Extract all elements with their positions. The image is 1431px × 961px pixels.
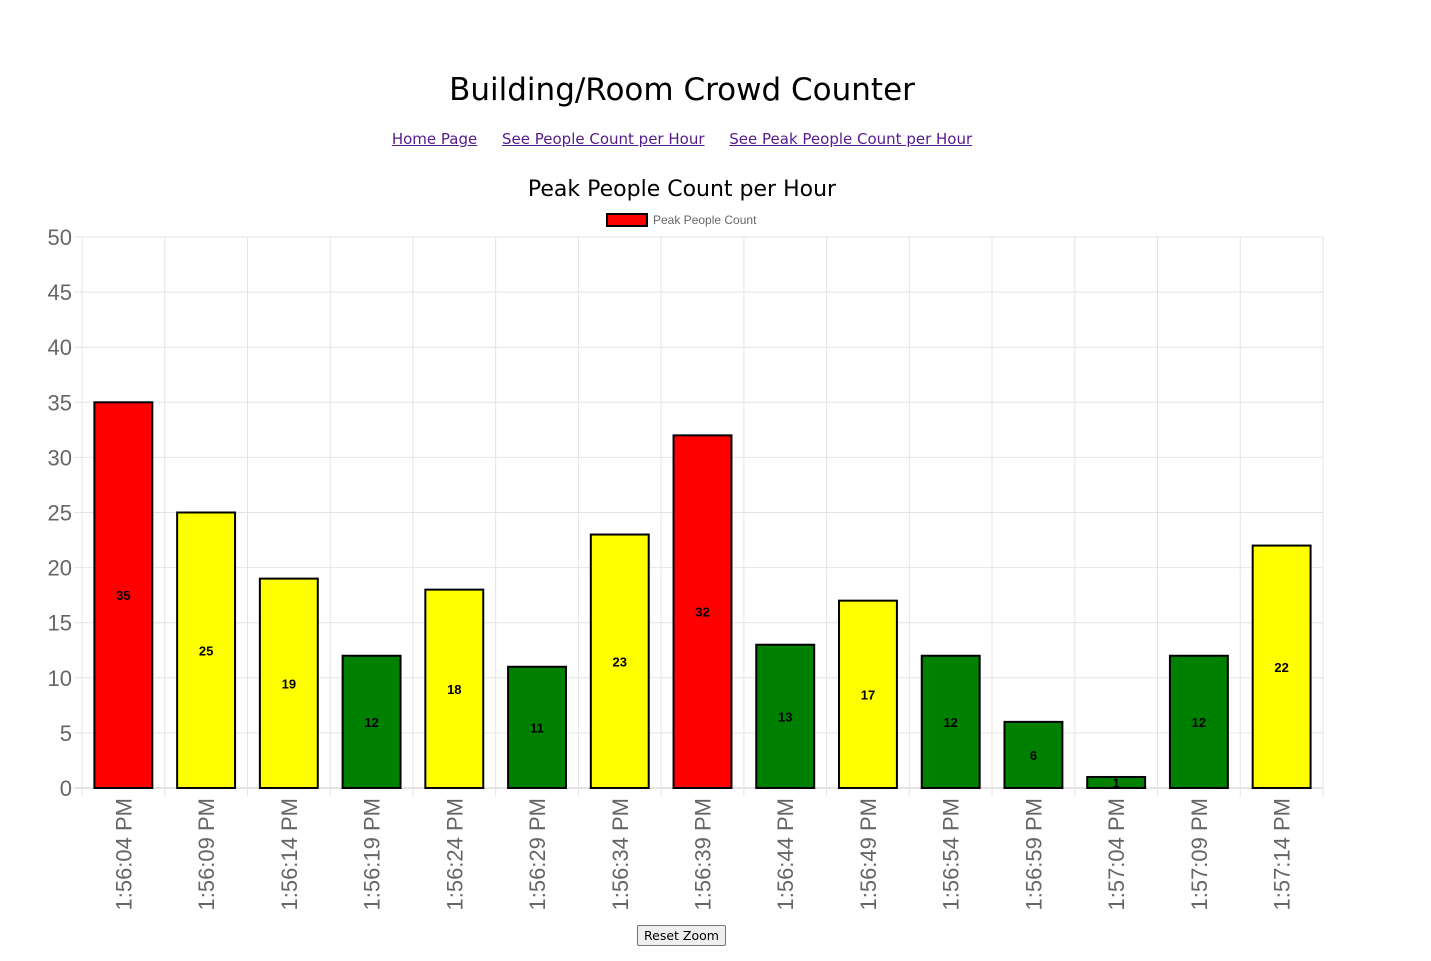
x-tick-label: 1:56:54 PM <box>939 798 964 911</box>
y-tick-label: 0 <box>60 776 72 801</box>
bar-value-label: 19 <box>282 676 296 691</box>
bar-value-label: 32 <box>695 605 709 620</box>
bar-value-label: 1 <box>1113 775 1120 790</box>
y-axis: 0 5 10 15 20 25 30 35 40 45 50 <box>48 225 72 801</box>
y-tick-label: 10 <box>48 666 72 691</box>
x-tick-label: 1:56:14 PM <box>277 798 302 911</box>
y-tick-label: 30 <box>48 445 72 470</box>
bar[interactable] <box>672 434 733 790</box>
chart-bars: 35 25 19 12 18 11 23 32 13 17 12 6 1 12 22 <box>93 401 1312 790</box>
bar-value-label: 12 <box>1192 715 1206 730</box>
y-tick-label: 15 <box>48 611 72 636</box>
y-tick-label: 50 <box>48 225 72 250</box>
bar-value-label: 17 <box>861 687 875 702</box>
bar[interactable] <box>507 665 567 789</box>
x-tick-label: 1:56:34 PM <box>608 798 633 911</box>
x-tick-label: 1:56:19 PM <box>360 798 385 911</box>
y-tick-label: 5 <box>60 721 72 746</box>
bar-value-label: 25 <box>199 643 213 658</box>
y-tick-label: 20 <box>48 556 72 581</box>
bar[interactable] <box>1168 654 1229 790</box>
bar[interactable] <box>838 599 898 789</box>
bar[interactable] <box>589 533 650 790</box>
bar[interactable] <box>1251 544 1312 789</box>
bar[interactable] <box>755 643 816 789</box>
bar[interactable] <box>176 511 237 789</box>
chart-legend[interactable]: Peak People Count <box>606 213 757 227</box>
x-tick-label: 1:56:49 PM <box>856 798 881 911</box>
x-axis: 1:56:04 PM 1:56:09 PM 1:56:14 PM 1:56:19 PM… <box>111 798 1294 911</box>
legend-label: Peak People Count <box>653 213 757 227</box>
legend-swatch <box>606 213 648 227</box>
x-tick-label: 1:56:59 PM <box>1021 798 1046 911</box>
bar[interactable] <box>93 401 154 790</box>
x-tick-label: 1:56:29 PM <box>525 798 550 911</box>
bar-value-label: 11 <box>530 720 544 735</box>
nav-link-people-count-per-hour[interactable]: See People Count per Hour <box>502 130 705 148</box>
x-tick-label: 1:56:09 PM <box>194 798 219 911</box>
y-tick-label: 45 <box>48 280 72 305</box>
chart-grid <box>74 236 1324 796</box>
bar[interactable] <box>258 577 319 789</box>
bar-value-label: 12 <box>943 715 957 730</box>
bar[interactable] <box>341 654 402 790</box>
x-tick-label: 1:56:39 PM <box>691 798 716 911</box>
x-tick-label: 1:57:14 PM <box>1270 798 1295 911</box>
y-tick-label: 25 <box>48 501 72 526</box>
x-tick-label: 1:57:04 PM <box>1104 798 1129 911</box>
bar[interactable] <box>1086 775 1147 789</box>
bar[interactable] <box>1003 720 1064 790</box>
bar-value-label: 12 <box>364 715 378 730</box>
nav-bar: Home Page See People Count per Hour See … <box>0 130 1364 148</box>
y-tick-label: 35 <box>48 390 72 415</box>
bar-value-label: 13 <box>778 709 792 724</box>
nav-link-home[interactable]: Home Page <box>391 130 478 148</box>
bar-value-label: 6 <box>1030 748 1037 763</box>
x-tick-label: 1:57:09 PM <box>1187 798 1212 911</box>
x-tick-label: 1:56:44 PM <box>773 798 798 911</box>
chart-title: Peak People Count per Hour <box>527 177 837 202</box>
bar-value-label: 35 <box>116 588 130 603</box>
page-title: Building/Room Crowd Counter <box>449 72 915 108</box>
bar-value-label: 18 <box>447 682 461 697</box>
x-tick-label: 1:56:24 PM <box>442 798 467 911</box>
nav-link-peak-people-count-per-hour[interactable]: See Peak People Count per Hour <box>729 130 973 148</box>
bar-value-label: 23 <box>613 654 627 669</box>
reset-zoom-button[interactable]: Reset Zoom <box>637 925 726 946</box>
bar[interactable] <box>920 654 981 790</box>
y-tick-label: 40 <box>48 335 72 360</box>
x-tick-label: 1:56:04 PM <box>111 798 136 911</box>
bar[interactable] <box>424 588 485 790</box>
bar-value-label: 22 <box>1274 660 1288 675</box>
